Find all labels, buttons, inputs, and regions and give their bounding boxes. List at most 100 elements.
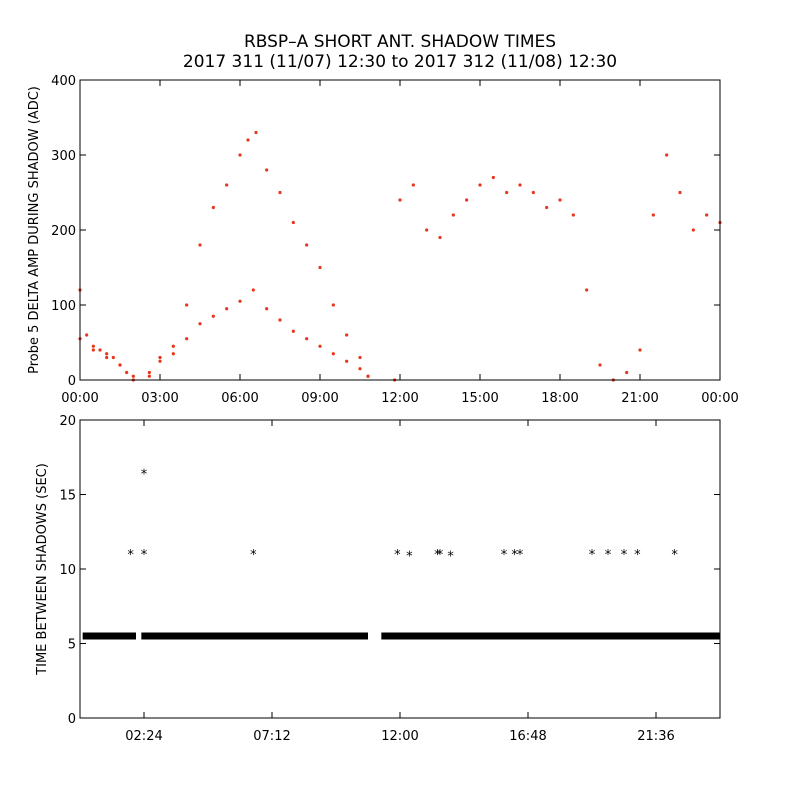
data-point: [171, 352, 175, 356]
asterisk-point: *: [406, 550, 413, 565]
data-point: [85, 333, 89, 337]
data-point: [665, 153, 669, 157]
asterisk-point: *: [501, 548, 508, 563]
data-point: [505, 190, 509, 195]
data-point: [185, 337, 189, 341]
asterisk-point: *: [394, 548, 401, 563]
data-point: [558, 198, 562, 202]
data-point: [147, 370, 151, 375]
data-point: [265, 168, 269, 172]
data-point: [158, 355, 162, 360]
data-point: [518, 183, 522, 187]
y-tick-label: 10: [59, 563, 76, 578]
bottom-x-axis: 02:24 07:12 12:00 16:48 21:36: [125, 420, 675, 744]
data-point: [451, 213, 455, 217]
x-tick-label: 12:00: [381, 729, 418, 744]
y-tick-label: 20: [59, 414, 76, 429]
asterisk-point: *: [671, 548, 678, 563]
top-scatter-points: [78, 130, 722, 382]
x-tick-label: 18:00: [541, 391, 578, 406]
data-point: [598, 363, 602, 367]
data-point: [198, 322, 202, 326]
data-point: [111, 355, 115, 360]
data-point: [278, 318, 282, 322]
data-point: [225, 183, 229, 187]
asterisk-point: *: [434, 548, 441, 563]
top-x-axis: 00:00 03:00 06:00 09:00 12:00 15:00 18:00 21:00…: [61, 80, 739, 406]
data-point: [131, 374, 135, 378]
y-tick-label: 5: [68, 638, 76, 653]
x-tick-label: 12:00: [381, 391, 418, 406]
data-point: [305, 337, 309, 341]
data-point: [118, 363, 122, 367]
data-point: [398, 198, 402, 202]
y-tick-label: 15: [59, 489, 76, 504]
bottom-y-axis-label: TIME BETWEEN SHADOWS (SEC): [35, 463, 50, 676]
y-tick-label: 0: [68, 374, 76, 389]
data-point: [105, 352, 109, 356]
data-point: [171, 344, 175, 348]
data-point: [265, 307, 269, 311]
chart-title: RBSP–A SHORT ANT. SHADOW TIMES: [243, 32, 557, 52]
data-point: [366, 374, 370, 378]
asterisk-point: *: [437, 548, 444, 563]
bottom-panel: * *** * * ** * * ** * * * * * 02:24 07:12 12:00 16:48 21…: [35, 414, 721, 744]
data-point: [478, 183, 482, 187]
asterisk-point: *: [634, 548, 641, 563]
y-tick-label: 100: [51, 299, 76, 314]
x-tick-label: 21:36: [637, 729, 674, 744]
data-point: [291, 220, 295, 225]
data-point: [438, 235, 442, 240]
data-point: [691, 228, 695, 232]
data-point: [345, 333, 349, 337]
data-point: [238, 299, 242, 303]
top-y-axis: 0 100 200 300 400: [51, 74, 720, 389]
asterisk-point: *: [621, 548, 628, 563]
chart-subtitle: 2017 311 (11/07) 12:30 to 2017 312 (11/0…: [182, 52, 618, 72]
asterisk-point: *: [127, 548, 134, 563]
top-panel: 00:00 03:00 06:00 09:00 12:00 15:00 18:00 21:00…: [27, 74, 739, 406]
data-point: [305, 243, 309, 247]
data-point: [705, 213, 709, 217]
y-tick-label: 200: [51, 224, 76, 239]
y-tick-label: 300: [51, 149, 76, 164]
bottom-scatter-points: * *** * * ** * * ** * * * * *: [82, 468, 720, 640]
data-point: [425, 228, 429, 232]
data-point: [545, 205, 549, 210]
asterisk-point: *: [141, 468, 148, 483]
data-point: [318, 344, 322, 348]
x-tick-label: 06:00: [221, 391, 258, 406]
data-point: [246, 138, 250, 142]
x-tick-label: 09:00: [301, 391, 338, 406]
top-plot-frame: [79, 79, 721, 381]
data-point: [105, 355, 109, 360]
data-point: [254, 130, 258, 135]
y-tick-label: 0: [68, 712, 76, 727]
x-tick-label: 00:00: [61, 391, 98, 406]
data-point: [211, 205, 215, 210]
data-point: [318, 265, 322, 270]
asterisk-point: *: [447, 550, 454, 565]
data-point: [531, 190, 535, 195]
data-point: [571, 213, 575, 217]
data-point: [251, 288, 255, 292]
asterisk-point: *: [511, 548, 518, 563]
x-tick-label: 02:24: [125, 729, 162, 744]
data-point: [211, 314, 215, 318]
data-point: [491, 175, 495, 180]
data-point: [225, 307, 229, 311]
asterisk-point: *: [517, 548, 524, 563]
x-tick-label: 21:00: [621, 391, 658, 406]
data-point: [358, 355, 362, 360]
data-point: [345, 359, 349, 363]
data-point: [185, 303, 189, 307]
asterisk-point: *: [250, 548, 257, 563]
data-point: [278, 190, 282, 195]
data-point: [678, 190, 682, 195]
asterisk-point: *: [589, 548, 596, 563]
data-point: [585, 288, 589, 292]
data-point: [198, 243, 202, 247]
asterisk-point: *: [141, 548, 148, 563]
bottom-plot-frame: [79, 419, 721, 719]
